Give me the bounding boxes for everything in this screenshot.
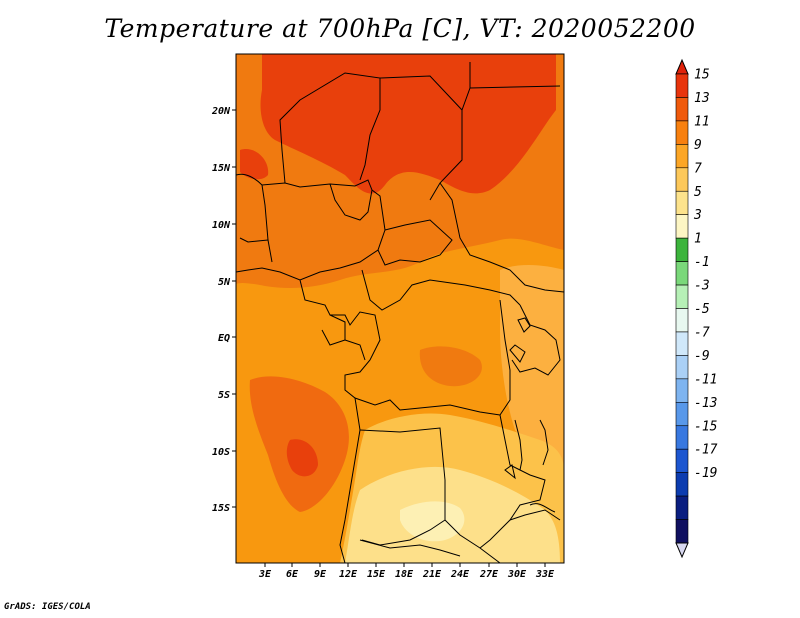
colorbar-label: -11 (694, 372, 717, 387)
colorbar-swatch (675, 519, 689, 544)
colorbar-swatch (675, 144, 689, 169)
colorbar-label: 1 (694, 232, 702, 247)
lat-label-15n: 15N (212, 163, 231, 174)
map-title: Temperature at 700hPa [C], VT: 202005220… (104, 14, 696, 43)
longitude-axis: 3E 6E 9E 12E 15E 18E 21E 24E 27E 30E 33E (258, 563, 555, 580)
grads-credit: GrADS: IGES/COLA (4, 602, 91, 612)
lon-label-15e: 15E (367, 569, 386, 580)
colorbar-label: -19 (694, 466, 717, 481)
colorbar-over-arrow (675, 58, 689, 75)
plot-frame (235, 53, 565, 564)
colorbar-under-arrow (675, 542, 689, 559)
lon-label-9e: 9E (314, 569, 327, 580)
colorbar-swatch (675, 261, 689, 286)
colorbar-swatch (675, 495, 689, 520)
colorbar-swatch (675, 448, 689, 473)
lon-label-30e: 30E (507, 569, 527, 580)
colorbar-swatch (675, 284, 689, 309)
colorbar-label: 7 (694, 161, 702, 176)
lon-label-18e: 18E (395, 569, 414, 580)
colorbar-label: -1 (694, 255, 710, 270)
colorbar-swatch (675, 472, 689, 497)
colorbar-swatch (675, 237, 689, 262)
colorbar-label: -3 (694, 279, 710, 294)
colorbar-label: 3 (693, 208, 702, 223)
lon-label-24e: 24E (450, 569, 470, 580)
latitude-axis: 20N 15N 10N 5N EQ 5S 10S 15S (211, 106, 236, 514)
country-borders (236, 62, 564, 563)
colorbar-label: -13 (694, 396, 717, 411)
lat-label-eq: EQ (218, 333, 230, 344)
colorbar-label: 9 (694, 138, 702, 153)
temperature-field (236, 54, 564, 563)
lon-label-27e: 27E (479, 569, 499, 580)
colorbar-swatch (675, 308, 689, 333)
colorbar-label: 15 (694, 68, 710, 83)
colorbar-label: -15 (694, 419, 718, 434)
colorbar-swatch (675, 355, 689, 380)
colorbar-swatch (675, 331, 689, 356)
colorbar-swatch (675, 425, 689, 450)
lon-label-12e: 12E (339, 569, 358, 580)
colorbar-label: -17 (694, 443, 718, 458)
colorbar-swatch (675, 120, 689, 145)
colorbar-swatch (675, 190, 689, 216)
lat-label-10n: 10N (212, 220, 231, 231)
colorbar-label: 5 (694, 185, 702, 200)
colorbar-label: -9 (694, 349, 710, 364)
colorbar-swatch (675, 214, 689, 239)
lat-label-5s: 5S (218, 390, 230, 401)
colorbar: 15 13 11 9 7 5 3 1 -1 -3 -5 -7 -9 -11 -13 -15 -17 -19 (675, 58, 718, 559)
colorbar-label: -7 (694, 325, 710, 340)
colorbar-swatch (675, 167, 689, 192)
lat-label-10s: 10S (212, 447, 230, 458)
colorbar-label: 13 (694, 91, 710, 106)
lat-label-15s: 15S (212, 503, 230, 514)
colorbar-swatch (675, 378, 689, 403)
colorbar-label: -5 (694, 302, 710, 317)
colorbar-label: 11 (694, 114, 710, 129)
colorbar-swatch (675, 97, 689, 122)
lon-label-21e: 21E (422, 569, 442, 580)
colorbar-swatch (675, 73, 689, 98)
lat-label-5n: 5N (218, 277, 231, 288)
colorbar-swatch (675, 401, 689, 427)
lon-label-6e: 6E (286, 569, 299, 580)
lon-label-3e: 3E (258, 569, 272, 580)
lon-label-33e: 33E (535, 569, 555, 580)
lat-label-20n: 20N (211, 106, 231, 117)
